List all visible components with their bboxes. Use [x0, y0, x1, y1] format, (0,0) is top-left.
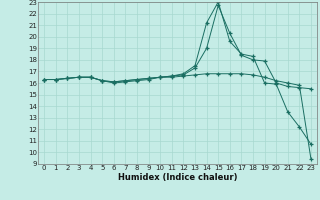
X-axis label: Humidex (Indice chaleur): Humidex (Indice chaleur) [118, 173, 237, 182]
